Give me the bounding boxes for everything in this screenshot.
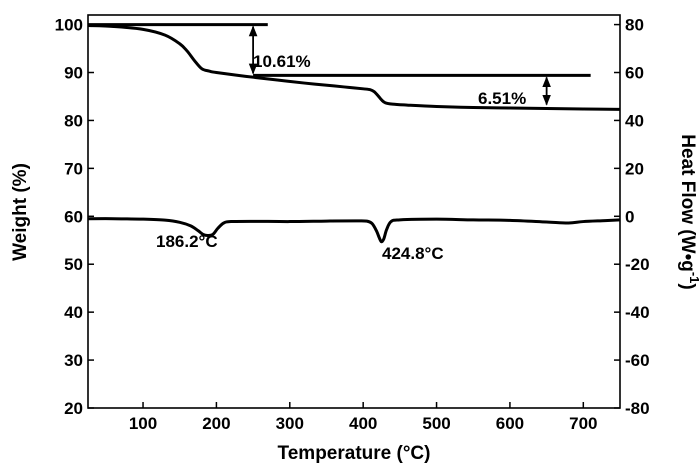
y-right-tick-label: 80	[625, 16, 644, 35]
x-tick-label: 700	[569, 414, 597, 433]
weight-loss-label-1: 10.61%	[253, 52, 311, 71]
y-right-axis-title-main: Heat Flow (W•g	[677, 134, 698, 272]
x-tick-label: 600	[496, 414, 524, 433]
y-right-tick-label: 40	[625, 111, 644, 130]
y-left-tick-label: 50	[64, 255, 83, 274]
x-axis-title: Temperature (°C)	[278, 443, 431, 464]
reference-lines	[88, 23, 591, 77]
y-left-tick-label: 90	[64, 64, 83, 83]
y-right-axis-title-close: )	[677, 283, 698, 289]
y-left-axis-title: Weight (%)	[10, 163, 31, 261]
x-axis-ticks: 100 200 300 400 500 600 700	[129, 402, 597, 433]
weight-loss-label-2: 6.51%	[478, 89, 526, 108]
y-right-tick-label: 60	[625, 64, 644, 83]
x-tick-label: 200	[202, 414, 230, 433]
y-right-axis-title-sup: -1	[687, 272, 700, 284]
y-right-tick-label: -40	[625, 303, 650, 322]
x-tick-label: 100	[129, 414, 157, 433]
peak-label-1: 186.2°C	[156, 232, 218, 251]
y-left-tick-label: 70	[64, 159, 83, 178]
y-left-tick-label: 30	[64, 351, 83, 370]
y-right-tick-label: -80	[625, 399, 650, 418]
y-right-axis-ticks: -80 -60 -40 -20 0 20 40 60 80	[614, 16, 650, 418]
y-right-tick-label: -20	[625, 255, 650, 274]
y-left-tick-label: 60	[64, 207, 83, 226]
y-left-tick-label: 40	[64, 303, 83, 322]
series-line-weight	[87, 24, 621, 111]
peak-label-2: 424.8°C	[382, 244, 444, 263]
y-left-axis-ticks: 20 30 40 50 60 70 80 90 100	[55, 16, 94, 418]
y-left-tick-label: 100	[55, 16, 83, 35]
x-tick-label: 500	[422, 414, 450, 433]
x-tick-label: 300	[276, 414, 304, 433]
y-left-tick-label: 80	[64, 111, 83, 130]
y-left-tick-label: 20	[64, 399, 83, 418]
y-right-tick-label: 20	[625, 159, 644, 178]
series-line-heat-flow	[87, 217, 621, 244]
x-tick-label: 400	[349, 414, 377, 433]
y-right-tick-label: 0	[625, 207, 634, 226]
weight-loss-arrows	[248, 25, 551, 106]
plot-frame	[87, 14, 621, 409]
y-right-axis-title: Heat Flow (W•g-1)	[677, 134, 700, 289]
y-right-tick-label: -60	[625, 351, 650, 370]
